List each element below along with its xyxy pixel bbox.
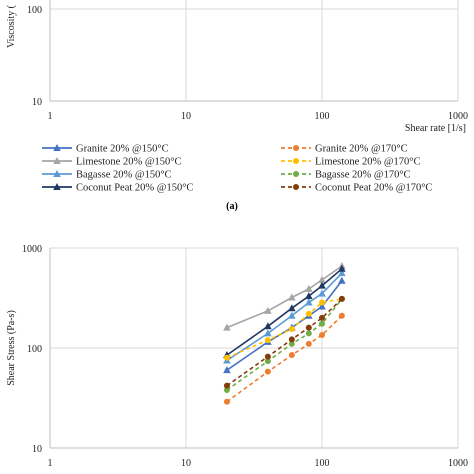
data-point: [264, 368, 271, 375]
data-point: [264, 358, 271, 365]
data-point: [223, 398, 230, 405]
legend-item: Coconut Peat 20% @170°C: [281, 183, 432, 194]
legend-item: Limestone 20% @150°C: [42, 157, 181, 168]
data-point: [338, 295, 345, 302]
data-point: [264, 329, 272, 337]
data-point: [223, 323, 231, 331]
data-point: [305, 310, 312, 317]
series: [223, 312, 345, 405]
legend-swatch-marker: [293, 158, 299, 164]
data-point: [264, 306, 272, 314]
top-x-tick-1000: 1000: [448, 111, 468, 122]
series-line: [226, 298, 343, 391]
legend-swatch-marker: [293, 171, 299, 177]
data-point: [338, 312, 345, 319]
legend-swatch-marker: [53, 144, 61, 151]
data-point: [318, 289, 326, 297]
bottom-x-tick-10: 10: [181, 458, 191, 469]
data-point: [288, 352, 295, 359]
legend-label: Bagasse 20% @150°C: [76, 170, 172, 181]
top-y-tick-10: 10: [32, 97, 42, 108]
legend: Granite 20% @150°C Limestone 20% @150°C Ba…: [42, 144, 432, 194]
bottom-series-group: [223, 262, 346, 405]
data-point: [288, 293, 296, 301]
bottom-y-tick-10: 10: [32, 444, 42, 455]
data-point: [223, 382, 230, 389]
bottom-panel: 1000 100 10 1 10 100 1000 Shear Stress (…: [6, 244, 468, 469]
data-point: [288, 340, 295, 347]
data-point: [338, 276, 346, 284]
legend-item: Granite 20% @170°C: [281, 144, 408, 155]
series-line: [226, 268, 343, 356]
bottom-y-tick-1000: 1000: [22, 244, 42, 255]
data-point: [318, 302, 326, 310]
panel-caption: (a): [226, 201, 238, 212]
legend-label: Bagasse 20% @170°C: [315, 170, 411, 181]
data-point: [223, 366, 231, 374]
legend-item: Bagasse 20% @150°C: [42, 170, 172, 181]
top-y-axis-label: Viscosity (: [6, 4, 17, 48]
legend-swatch-marker: [53, 157, 61, 164]
data-point: [305, 340, 312, 347]
series-line: [226, 298, 343, 359]
top-x-tick-100: 100: [315, 111, 330, 122]
data-point: [338, 269, 346, 277]
data-point: [288, 311, 296, 319]
data-point: [318, 281, 326, 289]
data-point: [223, 387, 230, 394]
series: [223, 269, 346, 364]
data-point: [338, 264, 346, 272]
legend-item: Granite 20% @150°C: [42, 144, 169, 155]
series: [223, 262, 346, 331]
data-point: [288, 336, 295, 343]
data-point: [318, 275, 326, 283]
top-x-axis-label: Shear rate [1/s]: [405, 123, 466, 134]
top-plot-area: [50, 0, 458, 101]
top-y-tick-100: 100: [27, 5, 42, 16]
data-point: [305, 284, 313, 292]
legend-swatch-marker: [53, 183, 61, 190]
data-point: [305, 298, 313, 306]
series-line: [226, 265, 343, 329]
legend-label: Coconut Peat 20% @170°C: [315, 183, 432, 194]
legend-item: Limestone 20% @170°C: [281, 157, 420, 168]
data-point: [305, 292, 313, 300]
data-point: [288, 325, 295, 332]
series: [223, 295, 345, 389]
legend-label: Coconut Peat 20% @150°C: [76, 183, 193, 194]
legend-swatch-marker: [293, 184, 299, 190]
legend-item: Bagasse 20% @170°C: [281, 170, 411, 181]
legend-label: Limestone 20% @170°C: [315, 157, 420, 168]
bottom-x-tick-1000: 1000: [448, 458, 468, 469]
series-line: [226, 298, 343, 387]
data-point: [264, 353, 271, 360]
legend-label: Granite 20% @150°C: [76, 144, 169, 155]
series-line: [226, 272, 343, 362]
data-point: [319, 320, 325, 327]
data-point: [305, 330, 312, 337]
top-panel: 100 10 1 10 100 1000 Viscosity ( Shear r…: [6, 0, 468, 134]
legend-swatch-marker: [293, 145, 299, 151]
data-point: [305, 324, 312, 331]
bottom-y-tick-100: 100: [27, 344, 42, 355]
bottom-x-tick-100: 100: [315, 458, 330, 469]
data-point: [319, 314, 325, 321]
data-point: [264, 337, 271, 344]
series-line: [226, 315, 343, 403]
top-x-tick-10: 10: [181, 111, 191, 122]
legend-item: Coconut Peat 20% @150°C: [42, 183, 193, 194]
data-point: [319, 299, 325, 306]
series: [223, 295, 345, 394]
bottom-y-axis-label: Shear Stress (Pa-s): [6, 310, 17, 386]
legend-label: Granite 20% @170°C: [315, 144, 408, 155]
data-point: [264, 322, 272, 330]
top-x-tick-1: 1: [48, 111, 53, 122]
bottom-x-tick-1: 1: [48, 458, 53, 469]
legend-swatch-marker: [53, 170, 61, 177]
data-point: [223, 354, 230, 361]
data-point: [319, 331, 325, 338]
legend-label: Limestone 20% @150°C: [76, 157, 181, 168]
data-point: [288, 304, 296, 312]
